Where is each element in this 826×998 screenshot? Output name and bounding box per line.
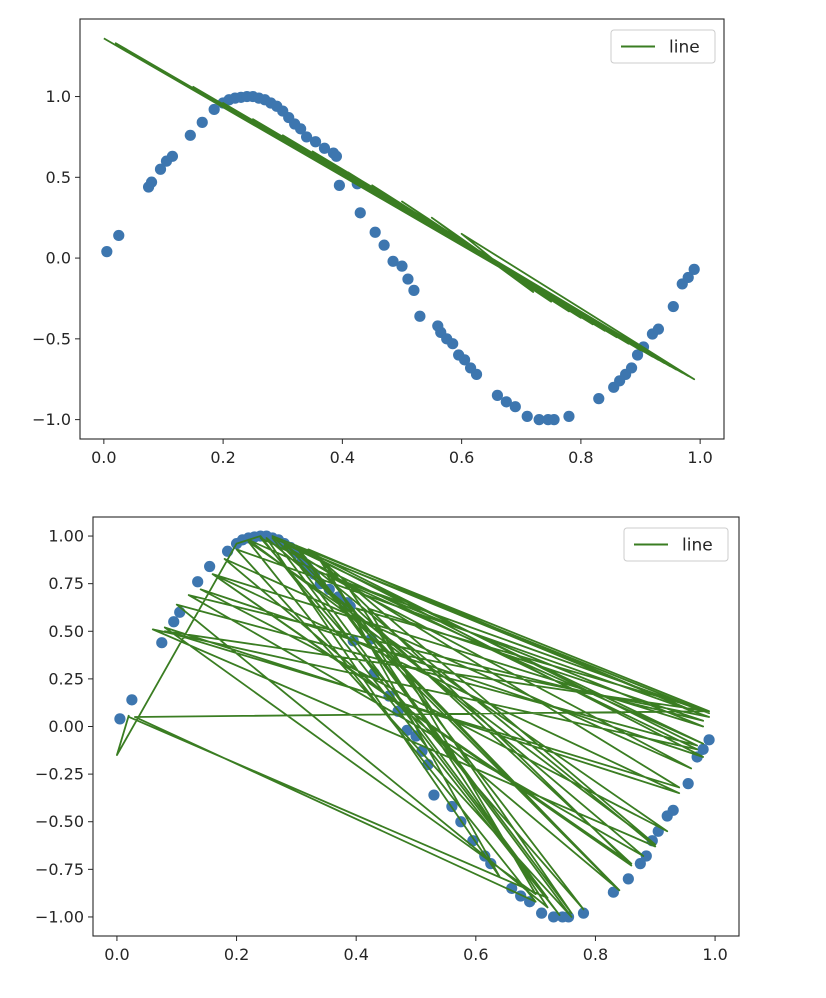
y-tick-label: 0.00 [48, 717, 84, 736]
y-tick-label: −0.5 [32, 329, 71, 348]
scatter-point [184, 129, 196, 141]
legend: line [610, 29, 716, 64]
scatter-point [428, 789, 440, 801]
y-tick-label: 0.25 [48, 669, 84, 688]
scatter-point [667, 300, 679, 313]
legend-label: line [682, 536, 713, 556]
scatter-point [697, 743, 709, 755]
plot-area [114, 530, 715, 923]
scatter-point [309, 136, 322, 148]
scatter-point [126, 694, 138, 706]
scatter-point [414, 310, 426, 322]
x-tick-label: 0.4 [343, 945, 368, 964]
x-tick-label: 1.0 [702, 945, 727, 964]
y-tick-label: 0.0 [46, 249, 71, 268]
scatter-point [154, 163, 167, 175]
scatter-point [408, 284, 420, 296]
legend-box [610, 29, 716, 64]
scatter-point [509, 401, 521, 413]
scatter-point [354, 207, 366, 219]
x-tick-label: 0.2 [224, 945, 249, 964]
scatter-point [682, 778, 694, 790]
scatter-point [156, 637, 168, 649]
scatter-point [500, 396, 512, 408]
x-tick-label: 0.6 [449, 448, 474, 467]
scatter-point [577, 907, 590, 919]
y-tick-label: −0.50 [35, 812, 84, 831]
scatter-point [593, 393, 605, 405]
legend: line [623, 527, 729, 562]
x-tick-label: 0.6 [463, 945, 488, 964]
scatter-point [318, 142, 331, 154]
scatter-point [196, 116, 208, 128]
y-tick-label: 0.75 [48, 574, 84, 593]
scatter-point [521, 410, 533, 422]
scatter-point [369, 226, 381, 238]
x-tick-label: 0.0 [91, 448, 116, 467]
scatter-point [563, 410, 575, 422]
x-tick-label: 0.4 [330, 448, 355, 467]
scatter-point [562, 911, 575, 923]
scatter-point [547, 911, 560, 923]
scatter-point [204, 560, 216, 573]
scatter-point [174, 606, 186, 618]
scatter-point [101, 246, 113, 258]
x-tick-label: 0.8 [583, 945, 608, 964]
scatter-point [192, 576, 204, 588]
x-tick-label: 0.2 [210, 448, 235, 467]
scatter-point [378, 239, 390, 251]
y-tick-label: −0.25 [35, 765, 84, 784]
scatter-point [330, 150, 343, 162]
y-tick-label: 1.00 [48, 527, 84, 546]
chart-bottom: 0.0 0.2 0.4 0.6 0.8 1.0 −1.00 −0.75 −0.50 −0.25 0.… [35, 516, 740, 964]
scatter-point [640, 850, 652, 862]
scatter-point [113, 229, 125, 242]
scatter-point [667, 804, 679, 816]
scatter-point [622, 873, 634, 885]
scatter-point [295, 123, 307, 135]
plot-area [101, 37, 700, 426]
y-tick-label: −1.00 [35, 907, 84, 926]
scatter-point [447, 338, 459, 350]
scatter-point [387, 255, 399, 267]
y-tick-label: 0.5 [46, 168, 71, 187]
scatter-point [625, 362, 638, 374]
scatter-point [470, 368, 483, 380]
scatter-point [607, 886, 619, 898]
scatter-point [688, 263, 700, 275]
scatter-point [166, 150, 179, 162]
scatter-point [703, 734, 715, 746]
scatter-point [491, 389, 504, 401]
scatter-point [114, 713, 126, 725]
scatter-point [631, 349, 644, 361]
scatter-point [682, 271, 694, 284]
x-tick-label: 0.0 [104, 945, 129, 964]
scatter-point [459, 354, 471, 366]
scatter-point [333, 179, 345, 191]
scatter-point [145, 176, 158, 188]
y-tick-label: 0.50 [48, 622, 84, 641]
x-tick-label: 1.0 [687, 448, 712, 467]
scatter-point [652, 323, 665, 335]
x-tick-label: 0.8 [568, 448, 593, 467]
legend-label: line [669, 38, 700, 58]
scatter-point [536, 907, 548, 919]
scatter-point [396, 260, 408, 272]
legend-box [623, 527, 729, 562]
axes-frame [79, 18, 725, 440]
scatter-point [533, 414, 545, 426]
series-line [103, 37, 696, 381]
scatter-point [548, 414, 560, 426]
scatter-point [208, 103, 220, 116]
scatter-point [168, 616, 180, 628]
y-tick-label: 1.0 [46, 87, 71, 106]
series-line [116, 535, 710, 918]
y-tick-label: −1.0 [32, 410, 71, 429]
scatter-point [402, 273, 414, 285]
y-tick-label: −0.75 [35, 860, 84, 879]
scatter-point [300, 131, 313, 143]
scatter-point [634, 858, 646, 870]
chart-top: 0.0 0.2 0.4 0.6 0.8 1.0 −1.0 −0.5 0.0 0.5 1.0 line [32, 18, 725, 467]
